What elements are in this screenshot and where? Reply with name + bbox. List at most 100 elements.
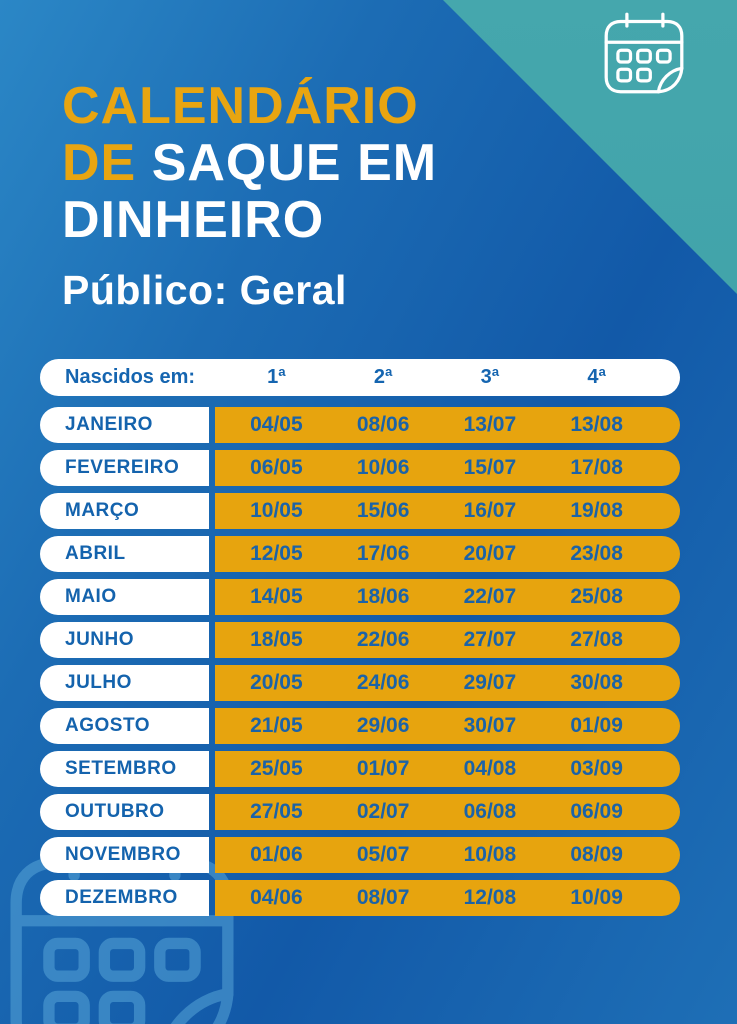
table-header-label: Nascidos em: [65,366,196,388]
date-cell-2: 10/06 [356,456,410,479]
page-title-line1: CALENDÁRIO [62,77,419,135]
date-cell-1: 14/05 [250,585,303,608]
date-cell-4: 27/08 [570,628,623,651]
table-rows: JANEIRO 04/05 08/06 13/07 13/08 FEVEREIR… [40,407,680,916]
date-cell-4: 19/08 [570,499,623,522]
date-cell-3: 15/07 [463,456,517,479]
date-cell-2: 01/07 [356,757,410,780]
table-row: MAIO 14/05 18/06 22/07 25/08 [40,579,680,615]
date-cell-3: 12/08 [463,886,517,909]
date-cell-3: 20/07 [463,542,517,565]
page-title-line2-rest: SAQUE EM [136,134,438,192]
month-label: DEZEMBRO [65,887,178,908]
date-cell-2: 08/07 [356,886,410,909]
date-cell-1: 27/05 [250,800,303,823]
date-cell-1: 21/05 [250,714,303,737]
withdrawal-calendar-table: Nascidos em: 1ª 2ª 3ª 4ª JANEIRO 04/05 0… [40,359,680,916]
table-row: JUNHO 18/05 22/06 27/07 27/08 [40,622,680,658]
month-cell: AGOSTO [40,708,209,744]
date-cell-3: 10/08 [463,843,517,866]
month-label: JUNHO [65,629,135,650]
date-cell-4: 03/09 [570,757,623,780]
month-label: OUTUBRO [65,801,165,822]
date-cell-3: 29/07 [463,671,517,694]
date-cell-1: 04/05 [250,413,303,436]
date-bar: 04/05 08/06 13/07 13/08 [215,407,680,443]
date-bar: 12/05 17/06 20/07 23/08 [215,536,680,572]
month-label: MARÇO [65,500,140,521]
calendar-icon [599,8,689,98]
date-cell-2: 29/06 [356,714,410,737]
month-cell: MARÇO [40,493,209,529]
month-label: JANEIRO [65,414,153,435]
month-cell: FEVEREIRO [40,450,209,486]
date-cell-4: 08/09 [570,843,623,866]
date-bar: 27/05 02/07 06/08 06/09 [215,794,680,830]
table-row: SETEMBRO 25/05 01/07 04/08 03/09 [40,751,680,787]
title-block: CALENDÁRIO DE SAQUE EM DINHEIRO Público:… [62,78,437,314]
column-header-1: 1ª [267,366,286,388]
page-title-line3: DINHEIRO [62,191,325,249]
month-cell: OUTUBRO [40,794,209,830]
date-cell-2: 02/07 [356,800,410,823]
date-cell-4: 13/08 [570,413,623,436]
date-cell-3: 06/08 [463,800,517,823]
date-cell-2: 05/07 [356,843,410,866]
date-cell-1: 25/05 [250,757,303,780]
month-cell: ABRIL [40,536,209,572]
date-bar: 06/05 10/06 15/07 17/08 [215,450,680,486]
date-cell-1: 12/05 [250,542,303,565]
date-cell-1: 18/05 [250,628,303,651]
date-cell-3: 16/07 [463,499,517,522]
month-cell: DEZEMBRO [40,880,209,916]
audience-subtitle: Público: Geral [62,267,347,313]
date-cell-2: 17/06 [356,542,410,565]
column-header-2: 2ª [373,366,393,388]
table-row: AGOSTO 21/05 29/06 30/07 01/09 [40,708,680,744]
date-cell-2: 18/06 [356,585,410,608]
date-cell-1: 20/05 [250,671,303,694]
table-row: JANEIRO 04/05 08/06 13/07 13/08 [40,407,680,443]
date-cell-3: 13/07 [463,413,517,436]
date-cell-4: 01/09 [570,714,623,737]
month-label: SETEMBRO [65,758,177,779]
date-bar: 20/05 24/06 29/07 30/08 [215,665,680,701]
month-label: MAIO [65,586,117,607]
month-cell: JANEIRO [40,407,209,443]
table-row: DEZEMBRO 04/06 08/07 12/08 10/09 [40,880,680,916]
date-cell-3: 22/07 [463,585,517,608]
table-row: MARÇO 10/05 15/06 16/07 19/08 [40,493,680,529]
date-cell-4: 23/08 [570,542,623,565]
date-cell-3: 30/07 [463,714,517,737]
date-cell-1: 06/05 [250,456,303,479]
date-cell-4: 10/09 [570,886,623,909]
date-bar: 10/05 15/06 16/07 19/08 [215,493,680,529]
table-header-columns: 1ª 2ª 3ª 4ª [215,366,680,389]
month-label: ABRIL [65,543,126,564]
page-title-line2: DE SAQUE EM [62,135,437,192]
table-row: NOVEMBRO 01/06 05/07 10/08 08/09 [40,837,680,873]
month-label: NOVEMBRO [65,844,181,865]
table-row: ABRIL 12/05 17/06 20/07 23/08 [40,536,680,572]
date-bar: 25/05 01/07 04/08 03/09 [215,751,680,787]
date-bar: 01/06 05/07 10/08 08/09 [215,837,680,873]
month-cell: JUNHO [40,622,209,658]
date-cell-2: 15/06 [356,499,410,522]
month-cell: SETEMBRO [40,751,209,787]
month-label: JULHO [65,672,132,693]
date-cell-2: 24/06 [356,671,410,694]
date-cell-2: 22/06 [356,628,410,651]
table-row: FEVEREIRO 06/05 10/06 15/07 17/08 [40,450,680,486]
page-title-line2-accent: DE [62,134,137,192]
date-bar: 14/05 18/06 22/07 25/08 [215,579,680,615]
month-cell: MAIO [40,579,209,615]
date-cell-3: 27/07 [463,628,517,651]
date-cell-1: 04/06 [250,886,303,909]
date-cell-1: 01/06 [250,843,303,866]
date-cell-2: 08/06 [356,413,410,436]
date-cell-4: 30/08 [570,671,623,694]
table-header-row: Nascidos em: 1ª 2ª 3ª 4ª [40,359,680,396]
month-label: AGOSTO [65,715,150,736]
date-cell-1: 10/05 [250,499,303,522]
